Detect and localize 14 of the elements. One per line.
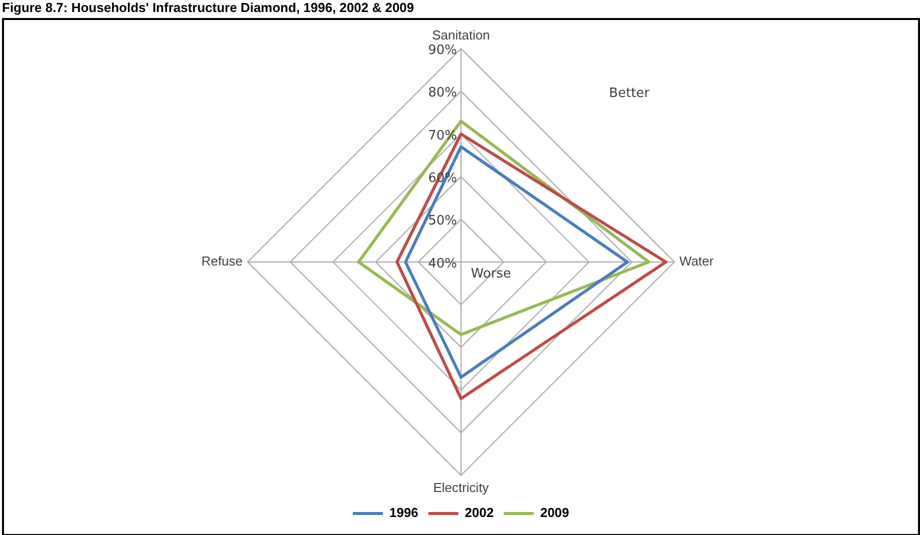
- spoke-label: Sanitation: [432, 27, 490, 42]
- legend-label: 2009: [540, 505, 570, 520]
- text: Worse: [470, 266, 512, 282]
- text: Better: [609, 86, 650, 102]
- legend-label: 2002: [464, 505, 494, 520]
- spoke-label: Water: [679, 254, 714, 269]
- y-tick-label: 80%: [428, 86, 457, 101]
- spoke-label: Electricity: [433, 480, 490, 495]
- y-tick-label: 40%: [428, 256, 457, 272]
- legend-label: 1996: [389, 505, 418, 520]
- spoke-label: Refuse: [201, 254, 243, 269]
- y-tick-label: 90%: [428, 42, 457, 58]
- chart-title: Figure 8.7: Households' Infrastructure Diamond, 1996, 2002 & 2009: [2, 0, 414, 15]
- y-tick-label: 50%: [428, 214, 457, 229]
